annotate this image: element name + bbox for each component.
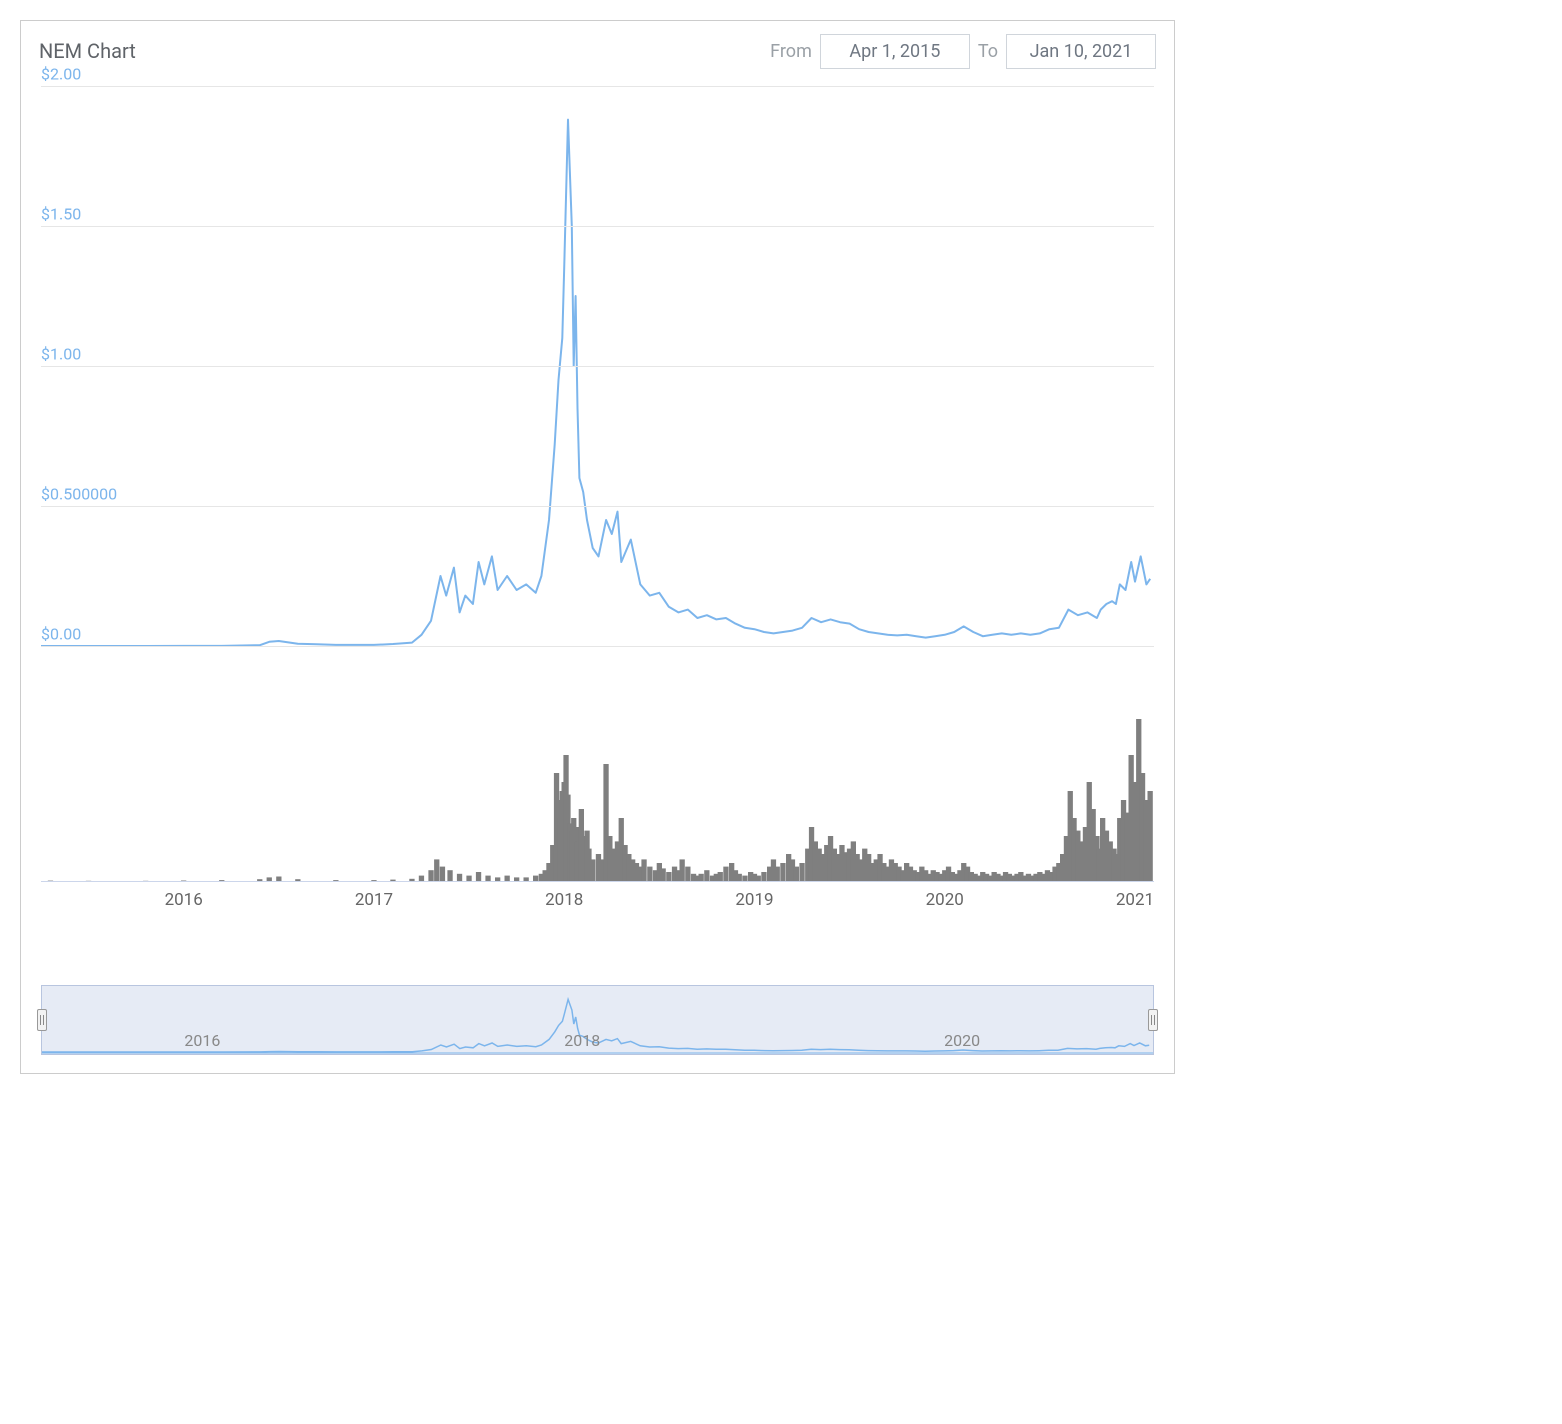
x-axis: 2016 2017 2018 2019 2020 2021 bbox=[41, 881, 1154, 911]
to-date-input[interactable] bbox=[1006, 34, 1156, 69]
navigator-year-label: 2016 bbox=[184, 1031, 220, 1050]
navigator-year-label: 2018 bbox=[564, 1031, 600, 1050]
chart-title: NEM Chart bbox=[39, 39, 136, 63]
y-tick-label: $0.00 bbox=[41, 625, 81, 644]
range-navigator[interactable]: 2016 2018 2020 bbox=[41, 985, 1154, 1055]
date-range-controls: From To bbox=[770, 34, 1156, 69]
y-tick-label: $1.00 bbox=[41, 345, 81, 364]
volume-chart[interactable] bbox=[41, 701, 1154, 881]
navigator-handle-left[interactable] bbox=[37, 1009, 47, 1031]
price-chart[interactable]: $0.00$0.500000$1.00$1.50$2.00 bbox=[41, 86, 1154, 646]
y-tick-label: $0.500000 bbox=[41, 485, 117, 504]
from-label: From bbox=[770, 41, 812, 62]
navigator-handle-right[interactable] bbox=[1148, 1009, 1158, 1031]
from-date-input[interactable] bbox=[820, 34, 970, 69]
x-tick-label: 2018 bbox=[545, 890, 583, 910]
volume-bars-svg bbox=[41, 701, 1154, 881]
navigator-year-label: 2020 bbox=[944, 1031, 980, 1050]
chart-header: NEM Chart From To bbox=[21, 21, 1174, 71]
y-tick-label: $1.50 bbox=[41, 205, 81, 224]
to-label: To bbox=[978, 41, 998, 62]
x-tick-label: 2019 bbox=[735, 890, 773, 910]
chart-container: NEM Chart From To $0.00 $0.500000 $1.00 $1.… bbox=[20, 20, 1175, 1074]
x-tick-label: 2017 bbox=[355, 890, 393, 910]
x-tick-label: 2021 bbox=[1116, 890, 1154, 910]
y-tick-label: $2.00 bbox=[41, 65, 81, 84]
x-tick-label: 2016 bbox=[165, 890, 203, 910]
x-tick-label: 2020 bbox=[926, 890, 964, 910]
